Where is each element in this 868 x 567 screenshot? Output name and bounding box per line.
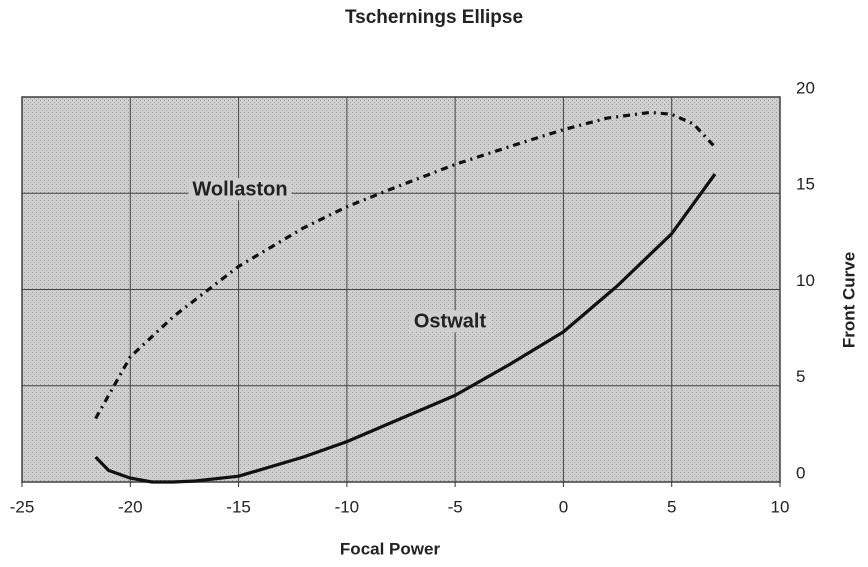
y-tick-label: 10 — [796, 271, 815, 290]
series-label: Wollaston — [192, 178, 287, 200]
x-tick-label: 0 — [559, 497, 568, 516]
label-bg — [409, 310, 491, 333]
x-tick-label: -25 — [10, 497, 35, 516]
y-tick-label: 20 — [796, 78, 815, 97]
series-label: Ostwalt — [414, 310, 487, 332]
x-tick-label: 10 — [771, 497, 790, 516]
x-axis-label: Focal Power — [340, 539, 441, 558]
chart-title: Tschernings Ellipse — [345, 7, 523, 28]
x-tick-label: -10 — [335, 497, 360, 516]
x-tick-label: -15 — [226, 497, 251, 516]
series-line — [94, 173, 717, 484]
x-tick-label: 5 — [667, 497, 676, 516]
x-tick-label: -5 — [448, 497, 463, 516]
plot-layer: -25 -20 -15 -10 -5 0 5 10 0 5 10 15 20 Wollaston Ostwa… — [10, 78, 815, 516]
y-tick-label: 0 — [796, 463, 805, 482]
series-line — [94, 110, 717, 420]
label-bg — [188, 178, 292, 201]
x-tick-label: -20 — [118, 497, 143, 516]
y-tick-label: 5 — [796, 367, 805, 386]
y-tick-label: 15 — [796, 175, 815, 194]
y-axis-label: Front Curve — [839, 252, 858, 348]
